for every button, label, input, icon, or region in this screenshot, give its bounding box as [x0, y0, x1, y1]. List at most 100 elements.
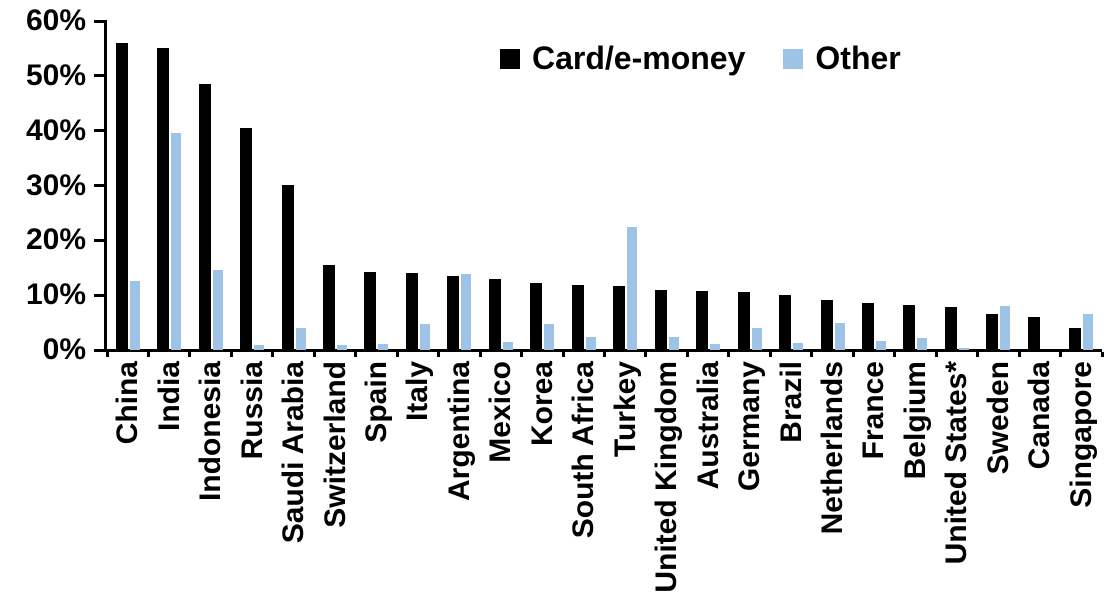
x-axis-tick [1017, 352, 1021, 357]
y-axis-tick [94, 74, 107, 78]
x-label-text-china: China [111, 361, 145, 445]
x-axis-tick [685, 352, 689, 357]
x-label-turkey: Turkey [605, 361, 646, 594]
y-tick-label: 40% [25, 113, 86, 147]
x-label-united-states: United States* [936, 361, 977, 594]
x-axis-tick [810, 352, 814, 357]
x-axis-tick [893, 352, 897, 357]
bar-other-united-kingdom [668, 337, 679, 350]
x-label-united-kingdom: United Kingdom [646, 361, 687, 594]
x-label-text-united-states: United States* [940, 361, 974, 565]
x-axis-tick [395, 352, 399, 357]
bar-other-australia [710, 344, 721, 350]
bar-other-italy [419, 324, 430, 350]
bar-other-argentina [461, 274, 472, 350]
x-axis-tick [520, 352, 524, 357]
x-axis-tick [1100, 352, 1104, 357]
x-label-indonesia: Indonesia [190, 361, 231, 594]
bar-other-spain [378, 344, 389, 350]
bar-card-canada [1027, 317, 1040, 350]
bar-card-france [861, 303, 874, 350]
bar-card-saudi-arabia [281, 185, 294, 350]
y-tick-label: 30% [25, 168, 86, 202]
x-axis-tick [976, 352, 980, 357]
legend-swatch-other-icon [783, 48, 804, 69]
x-axis-tick [768, 352, 772, 357]
bar-other-mexico [502, 342, 513, 350]
x-axis-tick [934, 352, 938, 357]
y-axis-tick [94, 184, 107, 187]
bar-card-belgium [903, 305, 916, 350]
x-label-saudi-arabia: Saudi Arabia [273, 361, 314, 594]
x-label-text-germany: Germany [733, 361, 767, 492]
x-label-text-united-kingdom: United Kingdom [650, 361, 684, 593]
bar-card-singapore [1069, 328, 1082, 350]
bar-card-brazil [779, 295, 792, 350]
x-axis-tick [146, 352, 150, 357]
x-axis-tick [478, 352, 482, 357]
bar-card-mexico [488, 279, 501, 350]
bar-other-united-states [958, 348, 969, 350]
x-label-text-brazil: Brazil [774, 361, 808, 443]
x-label-text-spain: Spain [359, 361, 393, 443]
x-label-text-turkey: Turkey [608, 361, 642, 458]
x-axis-tick [188, 352, 192, 357]
x-axis-tick [603, 352, 606, 357]
x-label-text-singapore: Singapore [1064, 361, 1098, 508]
x-axis-tick [727, 352, 731, 357]
x-axis-tick [851, 352, 855, 357]
y-tick-label: 50% [25, 58, 86, 92]
bar-card-united-kingdom [654, 290, 667, 350]
x-label-text-belgium: Belgium [898, 361, 932, 480]
y-axis-tick [94, 19, 107, 23]
y-axis-tick [94, 348, 107, 352]
x-label-text-mexico: Mexico [484, 361, 518, 463]
x-label-netherlands: Netherlands [812, 361, 853, 594]
bar-card-netherlands [820, 300, 833, 350]
x-axis-tick [561, 352, 565, 357]
x-axis-tick [271, 352, 275, 357]
x-label-text-sweden: Sweden [981, 361, 1015, 475]
bar-other-china [129, 281, 140, 350]
bar-other-russia [254, 345, 265, 350]
bar-other-brazil [793, 343, 804, 350]
x-axis-line [104, 349, 1102, 352]
bar-card-russia [240, 128, 253, 350]
legend-label-card: Card/e-money [532, 40, 746, 76]
bar-card-sweden [986, 314, 999, 350]
x-label-russia: Russia [231, 361, 272, 594]
y-tick-label: 20% [25, 223, 86, 257]
x-label-sweden: Sweden [978, 361, 1019, 594]
x-label-singapore: Singapore [1061, 361, 1102, 594]
bar-other-france [875, 341, 886, 350]
bar-other-saudi-arabia [295, 328, 306, 350]
bar-other-germany [751, 328, 762, 350]
x-axis-tick [312, 352, 316, 357]
bar-other-singapore [1083, 314, 1094, 350]
x-label-text-italy: Italy [401, 361, 435, 422]
x-label-text-saudi-arabia: Saudi Arabia [277, 361, 311, 544]
x-axis-tick [1059, 352, 1063, 357]
x-label-text-canada: Canada [1023, 361, 1057, 470]
x-label-mexico: Mexico [480, 361, 521, 594]
x-label-text-france: France [857, 361, 891, 460]
x-axis-tick [644, 352, 648, 357]
x-label-south-africa: South Africa [563, 361, 604, 594]
x-label-australia: Australia [687, 361, 728, 594]
x-label-canada: Canada [1019, 361, 1060, 594]
bar-other-south-africa [585, 337, 596, 350]
x-axis-tick [229, 352, 233, 357]
x-label-switzerland: Switzerland [314, 361, 355, 594]
x-axis-tick [354, 352, 358, 357]
x-label-text-switzerland: Switzerland [318, 361, 352, 528]
bar-card-china [115, 43, 128, 350]
bar-other-switzerland [337, 345, 348, 350]
bar-card-indonesia [198, 84, 211, 350]
x-label-text-netherlands: Netherlands [816, 361, 849, 535]
x-label-text-indonesia: Indonesia [194, 361, 228, 502]
bar-other-turkey [627, 227, 638, 350]
x-label-korea: Korea [522, 361, 563, 594]
x-label-text-russia: Russia [235, 361, 269, 460]
bar-other-indonesia [212, 270, 223, 350]
